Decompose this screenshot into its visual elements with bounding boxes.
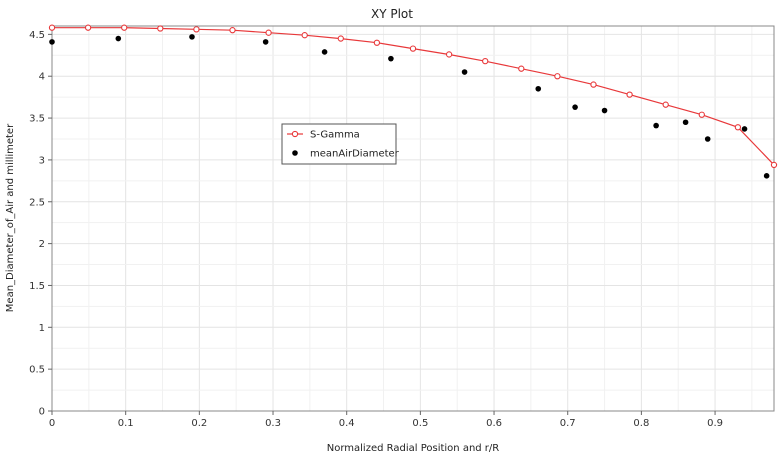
data-point-meanairdiameter xyxy=(572,104,578,110)
data-point-s-gamma xyxy=(193,26,200,33)
data-point-meanairdiameter xyxy=(189,34,195,40)
data-point-s-gamma xyxy=(626,91,633,98)
data-point-s-gamma xyxy=(662,101,669,108)
data-point-s-gamma xyxy=(265,29,272,36)
legend-label-s-gamma: S-Gamma xyxy=(310,130,360,141)
data-point-meanairdiameter xyxy=(321,49,328,55)
y-tick-label: 4 xyxy=(39,72,45,83)
x-tick-label: 0 xyxy=(49,418,55,429)
x-tick-label: 0.6 xyxy=(486,418,502,429)
data-point-s-gamma xyxy=(229,27,236,34)
x-tick-label: 0.8 xyxy=(633,418,649,429)
data-point-meanairdiameter xyxy=(388,55,394,62)
y-tick-label: 1 xyxy=(39,323,45,334)
x-tick-label: 0.9 xyxy=(707,418,723,429)
x-tick-label: 0.3 xyxy=(265,418,281,429)
data-point-s-gamma xyxy=(121,24,128,31)
data-point-s-gamma xyxy=(337,35,344,42)
y-tick-label: 0.5 xyxy=(29,365,45,376)
x-tick-label: 0.7 xyxy=(560,418,576,429)
x-tick-label: 0.2 xyxy=(191,418,207,429)
legend-box xyxy=(281,123,397,165)
data-point-s-gamma xyxy=(518,65,525,72)
y-tick-label: 3.5 xyxy=(29,114,45,125)
x-tick-label: 0.4 xyxy=(339,418,355,429)
data-point-s-gamma xyxy=(482,58,489,65)
legend-swatch-s-gamma-marker xyxy=(291,130,299,138)
grid-lines xyxy=(52,26,774,411)
data-point-s-gamma xyxy=(770,161,778,169)
data-point-s-gamma xyxy=(409,45,417,52)
data-point-s-gamma xyxy=(157,25,164,32)
data-point-s-gamma xyxy=(554,73,561,80)
y-tick-label: 3 xyxy=(39,155,45,166)
y-axis-ticks: 0 0.5 1 1.5 2 2.5 3 3.5 4 4.5 xyxy=(29,30,52,418)
data-point-s-gamma xyxy=(590,81,597,88)
x-tick-label: 0.5 xyxy=(412,418,428,429)
chart-title: XY Plot xyxy=(371,7,413,21)
data-point-meanairdiameter xyxy=(741,126,748,132)
data-point-meanairdiameter xyxy=(262,39,269,45)
data-point-meanairdiameter xyxy=(601,107,608,114)
y-tick-label: 0 xyxy=(39,407,45,418)
data-point-meanairdiameter xyxy=(763,173,770,179)
legend-label-meanairdiameter: meanAirDiameter xyxy=(310,149,400,160)
data-point-meanairdiameter xyxy=(682,119,689,126)
data-point-s-gamma xyxy=(445,51,453,58)
legend-swatch-meanairdiameter-marker xyxy=(292,150,298,156)
x-axis-label: Normalized Radial Position and r/R xyxy=(327,443,500,454)
series-layer xyxy=(48,24,778,179)
data-point-s-gamma xyxy=(734,124,742,131)
y-tick-label: 1.5 xyxy=(29,281,45,292)
y-tick-label: 2.5 xyxy=(29,197,45,208)
x-tick-label: 0.1 xyxy=(118,418,134,429)
data-point-meanairdiameter xyxy=(461,69,468,75)
data-point-meanairdiameter xyxy=(115,35,122,42)
x-axis-ticks: 0 0.1 0.2 0.3 0.4 0.5 0.6 0.7 0.8 0.9 xyxy=(49,411,723,429)
data-point-meanairdiameter xyxy=(535,85,542,92)
y-tick-label: 2 xyxy=(39,239,45,250)
data-point-s-gamma xyxy=(373,39,381,46)
y-axis-label: Mean_Diameter_of_Air and millimeter xyxy=(5,123,16,312)
data-point-s-gamma xyxy=(301,32,308,39)
data-point-meanairdiameter xyxy=(653,122,659,129)
y-tick-label: 4.5 xyxy=(29,30,45,41)
legend: S-Gamma meanAirDiameter xyxy=(281,123,400,165)
data-point-s-gamma xyxy=(48,24,56,31)
plot-area-frame xyxy=(51,25,775,412)
data-point-s-gamma xyxy=(84,24,92,31)
data-point-meanairdiameter xyxy=(49,39,55,45)
data-point-meanairdiameter xyxy=(704,136,711,142)
data-point-s-gamma xyxy=(698,111,705,118)
